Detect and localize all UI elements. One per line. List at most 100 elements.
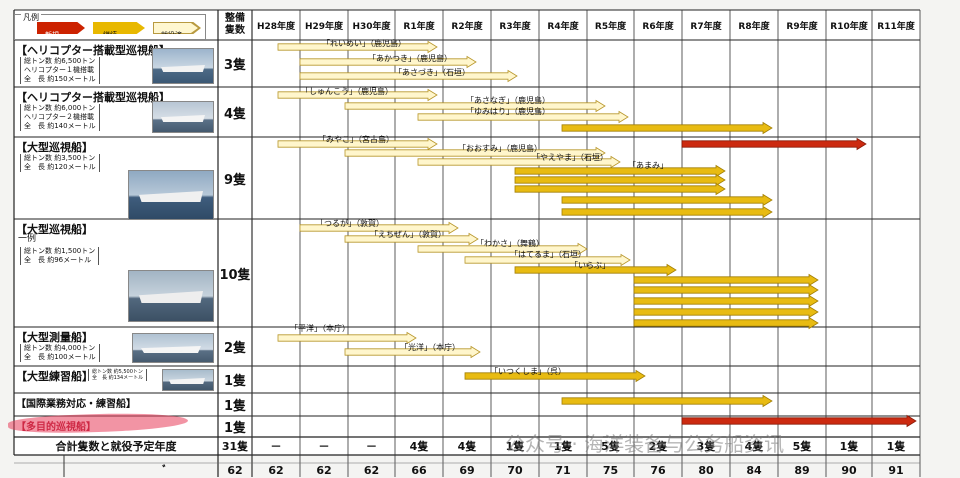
bottom-row-label: ﾞ bbox=[162, 464, 168, 477]
bar-label: 「あさなぎ」（鹿児島） bbox=[466, 96, 550, 105]
spec-line: 総トン数 約4,000トン bbox=[24, 344, 96, 352]
year-header: R2年度 bbox=[451, 21, 483, 32]
ship-class-name: 【ヘリコプター搭載型巡視船】 bbox=[16, 91, 170, 104]
schedule-bar bbox=[344, 232, 479, 246]
schedule-bar bbox=[277, 137, 438, 151]
ship-count: 2隻 bbox=[223, 341, 247, 356]
schedule-bar bbox=[344, 345, 481, 359]
total-cell: 1隻 bbox=[839, 440, 859, 453]
spec-line: 総トン数 約6,500トン bbox=[24, 57, 96, 65]
legend-new: 新規 bbox=[37, 22, 85, 34]
spec-line: 全 長 約120メートル bbox=[24, 163, 96, 171]
ship-photo-2 bbox=[152, 101, 214, 133]
bottom-row-cell: 89 bbox=[794, 463, 810, 477]
ship-photo-4 bbox=[128, 270, 214, 322]
ship-count: 1隻 bbox=[223, 421, 247, 436]
schedule-bar bbox=[464, 369, 646, 383]
bar-label: 「やえやま」（石垣） bbox=[532, 153, 608, 162]
total-cell: － bbox=[366, 440, 377, 453]
schedule-bar bbox=[277, 88, 438, 102]
year-header: R1年度 bbox=[403, 21, 435, 32]
ship-photo-6 bbox=[162, 369, 214, 391]
spec-line: 総トン数 約1,500トン bbox=[24, 247, 96, 255]
schedule-bar bbox=[299, 69, 518, 83]
schedule-bar bbox=[633, 294, 819, 308]
schedule-bar bbox=[417, 155, 621, 169]
count-column-header: 整備 隻数 bbox=[225, 13, 245, 36]
bar-label: 「みやこ」（宮古島） bbox=[318, 135, 394, 144]
year-header: R4年度 bbox=[547, 21, 579, 32]
totals-label: 合計隻数と就役予定年度 bbox=[55, 440, 177, 453]
bar-label: 「ゆみはり」（鹿児島） bbox=[466, 107, 550, 116]
total-cell: 4隻 bbox=[744, 440, 764, 453]
ship-class-name: 【大型測量船】 bbox=[16, 331, 93, 344]
ship-specs: 総トン数 約3,500トン全 長 約120メートル bbox=[20, 154, 100, 172]
total-cell: － bbox=[270, 440, 282, 453]
ship-class-name: 【国際業務対応・練習船】 bbox=[16, 399, 136, 410]
schedule-bar bbox=[277, 40, 438, 54]
year-header: H28年度 bbox=[256, 21, 296, 32]
schedule-bar bbox=[417, 110, 629, 124]
total-cell: 1隻 bbox=[505, 440, 525, 453]
watermark: 公众号 · 海洋装备与公务船资讯 bbox=[505, 432, 785, 456]
bottom-row-cell: 75 bbox=[602, 463, 619, 477]
schedule-bar bbox=[681, 137, 867, 151]
schedule-bar bbox=[681, 414, 917, 428]
schedule-bar bbox=[633, 273, 819, 287]
ship-count: 4隻 bbox=[223, 106, 247, 122]
schedule-bar bbox=[561, 205, 773, 219]
spec-line: 総トン数 約6,000トン bbox=[24, 104, 96, 112]
ship-specs: 総トン数 約5,500トン全 長 約134メートル bbox=[88, 369, 148, 381]
bottom-row-cell: 70 bbox=[507, 463, 523, 477]
ship-class-name: 【大型巡視船】 bbox=[16, 141, 93, 154]
schedule-bar bbox=[633, 316, 819, 330]
legend-continuing: 継続 bbox=[93, 22, 145, 34]
bar-label: 「いつくしま」（呉） bbox=[490, 367, 566, 376]
spec-line: 総トン数 約3,500トン bbox=[24, 154, 96, 162]
spec-line: 総トン数 約5,500トン bbox=[92, 369, 143, 375]
ship-specs: 総トン数 約6,500トン ヘリコプター１機搭載全 長 約150メートル bbox=[20, 57, 100, 84]
spec-line: 全 長 約100メートル bbox=[24, 353, 96, 361]
ship-class-name: 【大型巡視船】 bbox=[16, 223, 93, 236]
legend: 凡例 新規 継続 就役済 bbox=[14, 12, 206, 40]
bar-label: 「おおすみ」（鹿児島） bbox=[458, 144, 542, 153]
schedule-bar bbox=[299, 55, 477, 69]
schedule-bar bbox=[561, 121, 773, 135]
total-cell: － bbox=[318, 440, 330, 453]
ship-specs: 総トン数 約6,000トン ヘリコプター２機搭載全 長 約140メートル bbox=[20, 104, 100, 131]
ship-specs: 総トン数 約1,500トン全 長 約96メートル bbox=[20, 247, 100, 265]
bottom-row-cell: 62 bbox=[268, 463, 284, 477]
ship-count: 9隻 bbox=[223, 172, 247, 188]
ship-class-name: 【ヘリコプター搭載型巡視船】 bbox=[16, 44, 170, 57]
spec-line: 全 長 約140メートル bbox=[24, 122, 96, 130]
bar-label: 「はてるま」（石垣） bbox=[510, 250, 586, 259]
bar-label: 「しゅんこう」（鹿児島） bbox=[301, 87, 393, 96]
ship-class-sub: 一例 bbox=[18, 234, 37, 244]
bottom-row-cell: 90 bbox=[841, 463, 857, 477]
total-cell: 5隻 bbox=[601, 440, 620, 453]
bottom-row-cell: 91 bbox=[888, 463, 904, 477]
bottom-row-cell: 66 bbox=[411, 463, 427, 477]
bottom-row-cell: 76 bbox=[650, 463, 666, 477]
year-header: R10年度 bbox=[830, 21, 868, 32]
bar-label: 「つるが」（敦賀） bbox=[316, 219, 384, 228]
schedule-bar bbox=[277, 331, 417, 345]
schedule-bar bbox=[561, 394, 773, 408]
schedule-bar bbox=[464, 253, 631, 267]
legend-completed: 就役済 bbox=[153, 22, 201, 34]
bottom-row-cell: 62 bbox=[227, 463, 243, 477]
total-cell: 4隻 bbox=[457, 440, 477, 453]
spec-line: ヘリコプター２機搭載 bbox=[24, 113, 94, 121]
bottom-row-cell: 69 bbox=[459, 463, 475, 477]
bar-label: 「平洋」（本庁） bbox=[290, 324, 350, 333]
bottom-row-cell: 62 bbox=[363, 463, 380, 477]
year-header: R9年度 bbox=[786, 21, 818, 32]
total-cell: 5隻 bbox=[792, 440, 812, 453]
bottom-row-cell: 80 bbox=[698, 463, 714, 477]
spec-line: ヘリコプター１機搭載 bbox=[24, 66, 94, 74]
schedule-bar bbox=[514, 173, 726, 187]
year-header: R8年度 bbox=[738, 21, 770, 32]
bar-label: 「れいめい」（鹿児島） bbox=[322, 39, 406, 48]
